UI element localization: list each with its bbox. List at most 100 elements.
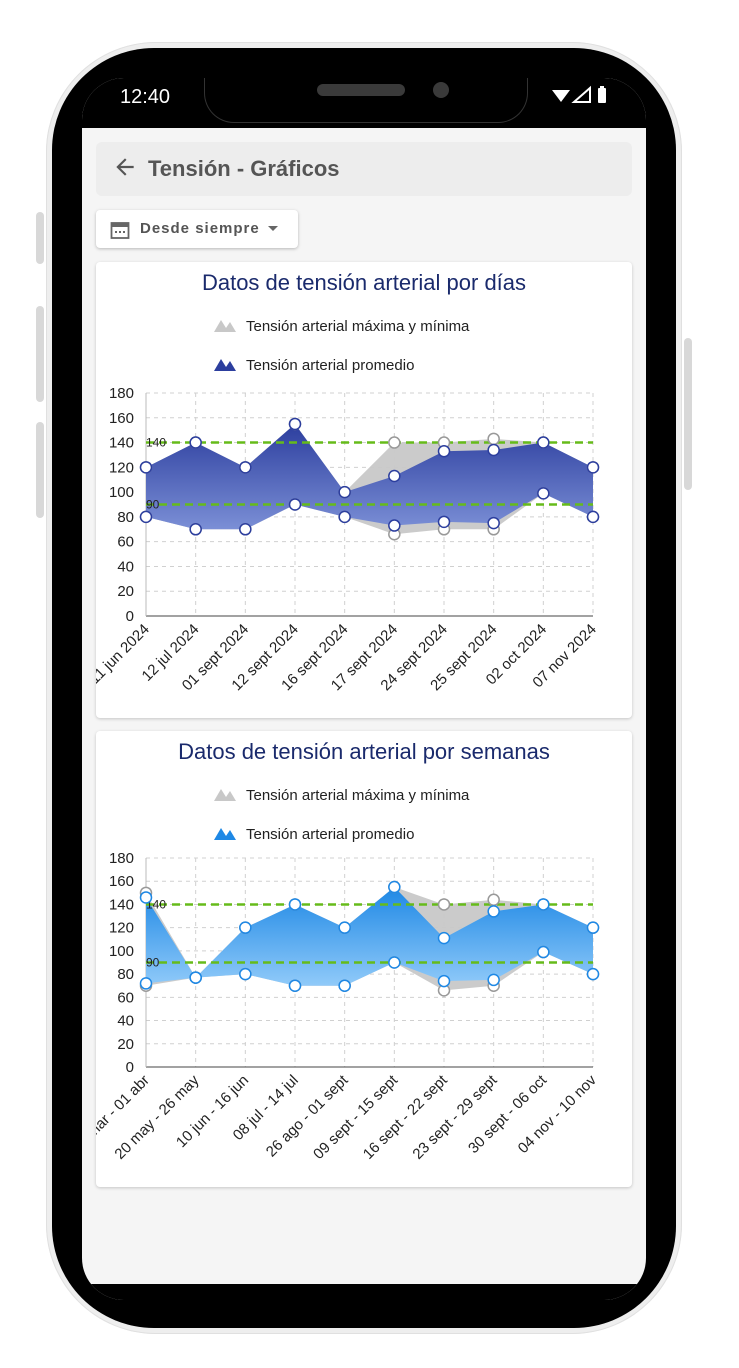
y-tick-label: 60 (117, 989, 134, 1006)
page-title: Tensión - Gráficos (148, 156, 340, 181)
y-tick-label: 0 (126, 608, 134, 625)
point-avg-upper (239, 461, 252, 474)
point-avg-lower (487, 973, 500, 987)
point-avg-upper (437, 931, 451, 945)
x-tick-label: 20 may - 26 may (111, 1071, 202, 1162)
chart-days: Datos de tensión arterial por días Tensió… (96, 270, 600, 694)
calendar-icon (110, 222, 130, 239)
reference-label: 140 (146, 436, 166, 450)
y-tick-label: 140 (109, 435, 134, 452)
y-tick-label: 160 (109, 873, 134, 890)
y-tick-label: 80 (117, 966, 134, 983)
point-avg-lower (239, 967, 252, 981)
chart-card-weeks: Datos de tensión arterial por semanas Ten… (96, 731, 632, 1187)
point-max (487, 893, 500, 907)
point-avg-upper (437, 444, 451, 458)
point-avg-upper (189, 436, 202, 449)
date-range-dropdown[interactable]: Desde siempre (96, 210, 298, 248)
point-avg-lower (239, 523, 252, 536)
legend-label: Tensión arterial promedio (246, 357, 414, 374)
y-tick-label: 160 (109, 410, 134, 427)
point-avg-upper (586, 461, 600, 474)
reference-label: 90 (146, 498, 160, 512)
point-max (437, 898, 451, 911)
screen: 12:40 Tensión - Gráficos Desde s (82, 78, 646, 1300)
legend-average-icon (214, 359, 236, 371)
y-tick-label: 60 (117, 534, 134, 551)
power-button (684, 338, 692, 490)
point-avg-upper (388, 880, 401, 894)
y-tick-label: 120 (109, 459, 134, 476)
volume-down-button (36, 306, 44, 402)
legend-minmax-icon (214, 320, 236, 332)
y-tick-label: 80 (117, 509, 134, 526)
date-range-label: Desde siempre (140, 220, 260, 237)
point-avg-upper (288, 898, 302, 911)
y-tick-label: 20 (117, 1036, 134, 1053)
side-button (36, 422, 44, 518)
point-avg-lower (586, 967, 600, 981)
volume-up-button (36, 212, 44, 264)
notch (204, 78, 528, 123)
point-avg-upper (338, 485, 351, 499)
y-tick-label: 0 (126, 1059, 134, 1076)
point-avg-upper (139, 891, 153, 904)
point-avg-upper (487, 905, 500, 918)
y-tick-label: 20 (117, 583, 134, 600)
point-avg-upper (487, 443, 500, 457)
point-avg-lower (487, 516, 500, 530)
y-tick-label: 180 (109, 385, 134, 402)
point-avg-lower (288, 979, 302, 992)
point-avg-lower (388, 956, 401, 969)
point-avg-lower (338, 979, 351, 992)
point-avg-upper (338, 921, 351, 934)
point-avg-lower (537, 487, 550, 500)
chevron-down-icon (268, 226, 278, 231)
point-avg-lower (437, 515, 451, 529)
series-average-area (146, 423, 593, 530)
point-avg-lower (338, 510, 351, 524)
series-average-area (146, 887, 593, 986)
legend-minmax-icon (214, 789, 236, 801)
point-avg-upper (586, 921, 600, 934)
legend-average-icon (214, 828, 236, 840)
x-tick-label: 09 sept - 15 sept (310, 1071, 402, 1163)
chart-card-days: Datos de tensión arterial por días Tensió… (96, 262, 632, 718)
app-bar: Tensión - Gráficos (96, 142, 632, 196)
point-avg-upper (239, 921, 252, 934)
front-camera (433, 82, 449, 98)
legend-label: Tensión arterial máxima y mínima (246, 318, 470, 335)
point-avg-lower (189, 523, 202, 536)
point-avg-lower (537, 945, 550, 959)
point-avg-lower (437, 974, 451, 988)
y-tick-label: 120 (109, 920, 134, 937)
point-avg-lower (189, 971, 202, 984)
point-avg-lower (388, 519, 401, 532)
point-max (388, 436, 401, 449)
reference-label: 90 (146, 956, 160, 970)
chart-title: Datos de tensión arterial por semanas (178, 739, 550, 764)
y-tick-label: 140 (109, 896, 134, 913)
status-bar: 12:40 (82, 78, 646, 128)
point-avg-upper (537, 898, 550, 911)
x-tick-label: 16 sept - 22 sept (360, 1071, 452, 1163)
y-tick-label: 40 (117, 1013, 134, 1030)
point-avg-lower (288, 498, 302, 511)
back-arrow-icon[interactable] (112, 154, 138, 180)
x-tick-label: 23 sept - 29 sept (409, 1071, 501, 1163)
status-icons (550, 84, 614, 112)
chart-title: Datos de tensión arterial por días (202, 270, 526, 295)
point-avg-upper (139, 461, 153, 474)
y-tick-label: 180 (109, 850, 134, 867)
point-avg-lower (586, 510, 600, 524)
speaker (317, 84, 405, 96)
chart-weeks: Datos de tensión arterial por semanas Ten… (96, 739, 600, 1163)
y-tick-label: 100 (109, 484, 134, 501)
point-avg-lower (139, 977, 153, 990)
signal-battery-icon (552, 85, 606, 103)
point-avg-upper (388, 469, 401, 483)
bottom-bezel (82, 1284, 646, 1300)
point-avg-upper (288, 417, 302, 431)
legend-label: Tensión arterial máxima y mínima (246, 787, 470, 804)
legend-label: Tensión arterial promedio (246, 826, 414, 843)
